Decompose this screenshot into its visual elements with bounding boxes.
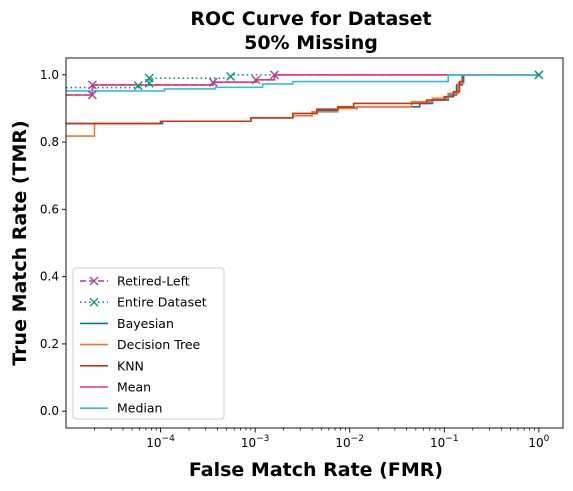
legend-label-median: Median — [117, 401, 162, 416]
marker-layer — [87, 70, 544, 100]
legend-label-mean: Mean — [117, 380, 151, 395]
y-tick-label: 0.2 — [40, 337, 59, 351]
series-knn-line — [66, 74, 539, 125]
series-entire-dataset-marker — [133, 81, 143, 91]
legend-label-decision-tree: Decision Tree — [117, 337, 201, 352]
series-entire-dataset-marker — [144, 73, 154, 83]
y-tick-label: 1.0 — [40, 68, 59, 82]
x-tick-label: 10−1 — [430, 434, 459, 450]
series-retired-left-marker — [269, 70, 279, 80]
series-mean-line — [66, 74, 539, 96]
series-median-line — [66, 74, 539, 92]
series-retired-left-marker — [208, 77, 218, 87]
legend-label-bayesian: Bayesian — [117, 316, 174, 331]
series-entire-dataset-line — [66, 74, 539, 89]
y-axis-ticks: 0.0 0.2 0.4 0.6 0.8 1.0 — [40, 68, 66, 418]
legend: Retired-Left Entire Dataset Bayesian Decisi… — [72, 267, 225, 420]
series-entire-dataset-marker — [534, 70, 544, 80]
x-axis-ticks: 10−4 10−3 10−2 10−1 100 — [94, 428, 550, 450]
series-retired-left-marker — [87, 90, 97, 100]
y-tick-label: 0.0 — [40, 404, 59, 418]
x-tick-label: 100 — [528, 434, 549, 450]
chart-subtitle: 50% Missing — [244, 32, 378, 54]
legend-box — [72, 267, 225, 420]
x-tick-label: 10−4 — [146, 434, 175, 450]
legend-items: Retired-Left Entire Dataset Bayesian Decisi… — [80, 274, 207, 416]
y-tick-label: 0.4 — [40, 270, 59, 284]
legend-label-knn: KNN — [117, 358, 144, 373]
legend-label-entire-dataset: Entire Dataset — [117, 295, 207, 310]
series-retired-left-marker — [251, 75, 261, 85]
legend-marker-entire-dataset — [89, 297, 99, 307]
x-axis-label: False Match Rate (FMR) — [189, 459, 443, 481]
y-tick-label: 0.6 — [40, 202, 59, 216]
legend-marker-retired-left — [89, 276, 99, 286]
y-tick-label: 0.8 — [40, 135, 59, 149]
y-axis-label: True Match Rate (TMR) — [9, 120, 31, 365]
legend-label-retired-left: Retired-Left — [117, 274, 190, 289]
series-retired-left-marker — [87, 80, 97, 90]
chart-title: ROC Curve for Dataset — [190, 8, 431, 30]
series-entire-dataset-marker — [226, 72, 236, 81]
series-layer — [66, 74, 539, 137]
plot-border — [65, 57, 564, 429]
x-tick-label: 10−2 — [335, 434, 364, 450]
x-tick-label: 10−3 — [241, 434, 270, 450]
